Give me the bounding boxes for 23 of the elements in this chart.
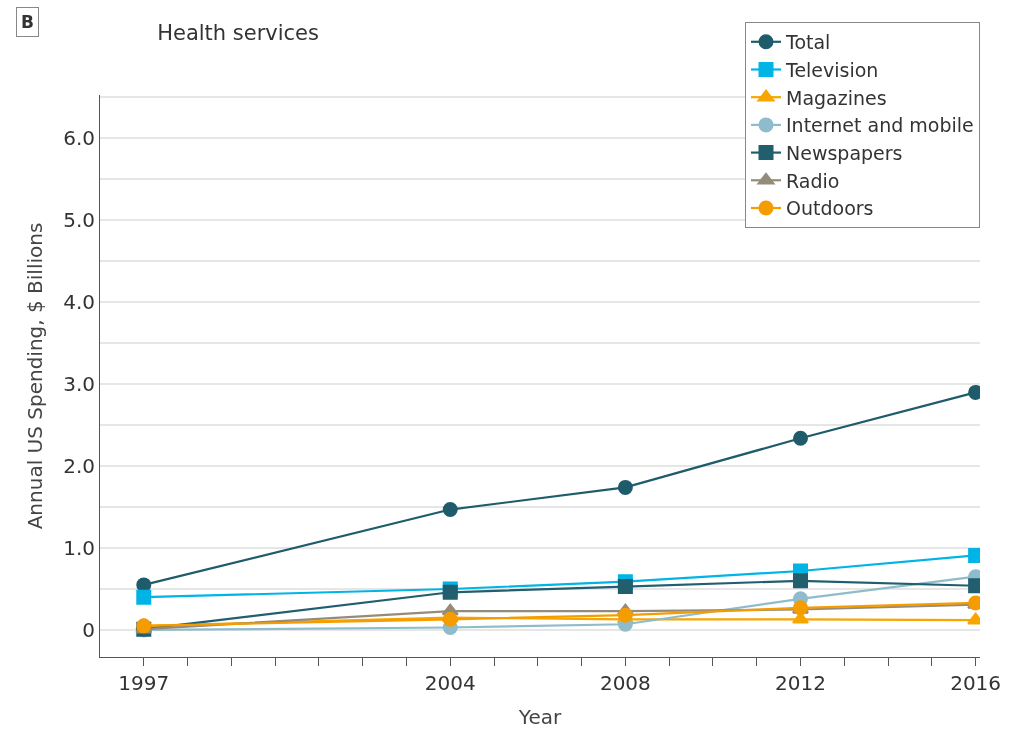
legend-label: Outdoors: [786, 197, 874, 220]
text: B: [21, 12, 34, 32]
legend-label: Television: [785, 58, 879, 81]
x-tick-label: 2012: [775, 671, 826, 695]
y-tick-label: 2.0: [63, 454, 95, 479]
x-tick-label: 2008: [599, 671, 651, 695]
legend-label: Radio: [786, 169, 840, 192]
legend-label: Magazines: [786, 86, 887, 109]
x-tick-label: 1997: [118, 671, 170, 695]
x-tick-label: 2004: [424, 671, 476, 695]
legend-label: Internet and mobile: [786, 114, 974, 137]
x-tick-label: 2016: [950, 671, 1002, 695]
legend-label: Total: [785, 31, 831, 54]
y-tick-label: 5.0: [63, 208, 95, 233]
y-tick-label: 0: [82, 617, 95, 642]
y-tick-label: 4.0: [63, 290, 95, 315]
y-tick-label: 6.0: [63, 126, 95, 151]
y-axis-title: Annual US Spending, $ Billions: [22, 222, 47, 530]
legend-label: Newspapers: [786, 142, 903, 164]
y-tick-label: 1.0: [63, 536, 95, 561]
chart-title: Health services: [157, 21, 319, 46]
y-tick-label: 3.0: [63, 372, 95, 397]
x-axis-title: Year: [517, 704, 562, 729]
